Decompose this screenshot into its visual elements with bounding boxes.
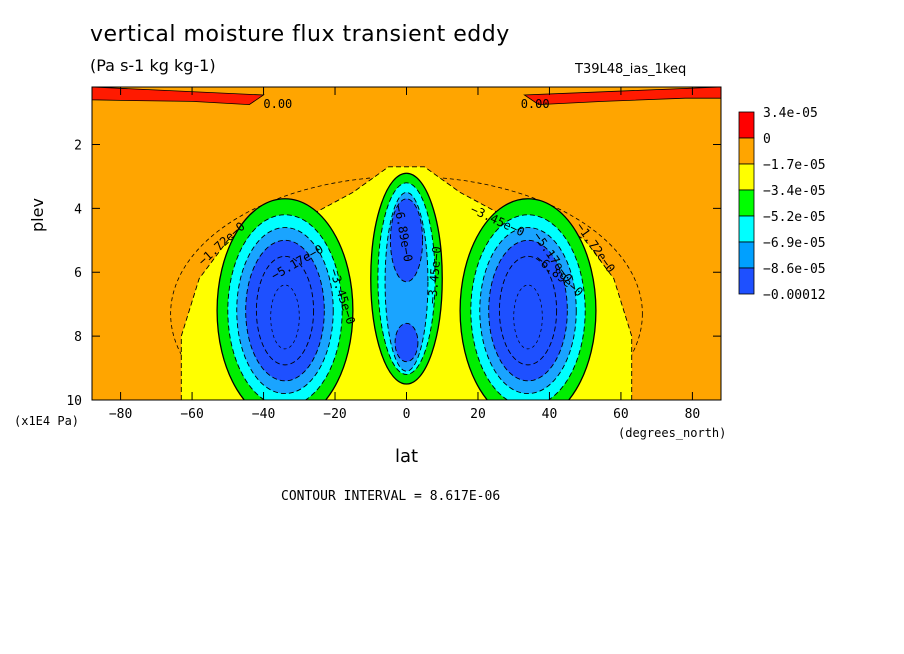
- y-tick-label: 2: [74, 138, 82, 153]
- colorbar-label: −6.9e-05: [763, 236, 826, 251]
- y-axis-units: (x1E4 Pa): [14, 414, 80, 428]
- colorbar-swatch: [738, 137, 755, 165]
- cell-north-inner-contour: [513, 284, 543, 350]
- cell-south-inner-contour: [270, 284, 300, 350]
- colorbar-swatch: [738, 215, 755, 243]
- x-tick-label: −40: [252, 407, 275, 422]
- colorbar-swatch: [738, 111, 755, 139]
- colorbar-swatch: [738, 267, 755, 295]
- colorbar: 3.4e-05 0 −1.7e-05 −3.4e-05 −5.2e-05 −6.9e-05…: [738, 106, 826, 303]
- contour-label: −3.45e−0: [425, 246, 444, 305]
- x-tick-label: 0: [403, 407, 411, 422]
- contour-label: 0.00: [263, 97, 292, 111]
- x-tick-label: 20: [470, 407, 486, 422]
- y-tick-label: 4: [74, 202, 82, 217]
- plot-area: [92, 87, 721, 400]
- colorbar-swatch: [738, 241, 755, 269]
- x-axis-label: lat: [395, 446, 419, 467]
- positive-band-north: [523, 87, 721, 106]
- x-tick-label: −80: [109, 407, 132, 422]
- x-tick-label: −20: [323, 407, 346, 422]
- colorbar-label: −0.00012: [763, 288, 826, 303]
- cell-north-level-4: [498, 255, 558, 366]
- chart-units: (Pa s-1 kg kg-1): [90, 56, 216, 75]
- colorbar-swatch: [738, 163, 755, 191]
- colorbar-label: −3.4e-05: [763, 184, 826, 199]
- colorbar-label: 0: [763, 132, 771, 147]
- x-tick-label: 60: [613, 407, 629, 422]
- x-axis-units: (degrees_north): [618, 426, 727, 440]
- chart-title: vertical moisture flux transient eddy: [90, 22, 510, 47]
- x-tick-label: −60: [180, 407, 203, 422]
- x-tick-label: 40: [542, 407, 558, 422]
- x-tick-label: 80: [685, 407, 701, 422]
- contour-label: 0.00: [521, 97, 550, 111]
- cell-equator-level-3: [389, 198, 424, 283]
- y-tick-label: 8: [74, 330, 82, 345]
- colorbar-label: −1.7e-05: [763, 158, 826, 173]
- colorbar-swatch: [738, 189, 755, 217]
- y-tick-label: 6: [74, 266, 82, 281]
- cell-south-level-4: [255, 255, 315, 366]
- cell-equator-level-4: [394, 322, 419, 363]
- colorbar-label: −8.6e-05: [763, 262, 826, 277]
- contour-outer-envelope: [170, 176, 643, 400]
- y-tick-label: 10: [66, 394, 82, 409]
- colorbar-label: 3.4e-05: [763, 106, 818, 121]
- run-id-label: T39L48_ias_1keq: [575, 62, 687, 77]
- contour-interval-note: CONTOUR INTERVAL = 8.617E-06: [281, 489, 501, 504]
- axes-layer: −80 −60 −40 −20 0 20 40 60 80 2 4 6 8 10: [66, 87, 721, 422]
- colorbar-label: −5.2e-05: [763, 210, 826, 225]
